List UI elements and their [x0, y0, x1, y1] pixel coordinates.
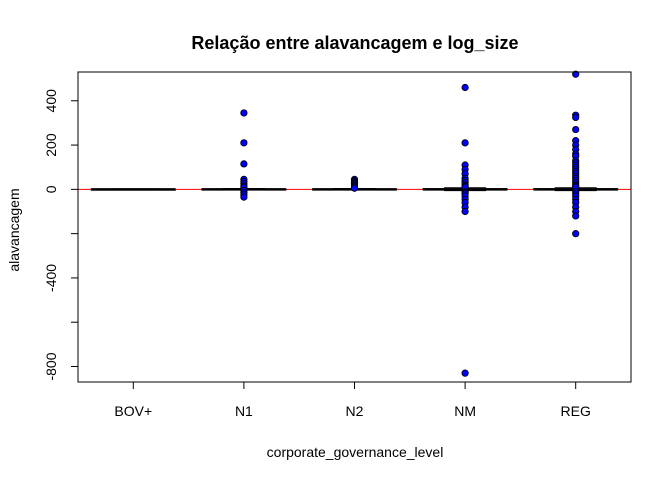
outlier-point: [240, 160, 248, 168]
outlier-point: [461, 369, 469, 377]
outliers-layer: [240, 70, 580, 377]
x-tick-label: N1: [235, 403, 253, 419]
y-tick-label: 200: [43, 133, 59, 157]
outlier-point: [572, 125, 580, 134]
outlier-point: [461, 207, 469, 216]
y-axis-label: alavancagem: [6, 188, 22, 271]
x-axis: BOV+ N1 N2 NM REG: [114, 381, 591, 419]
y-tick-label: -800: [43, 352, 59, 380]
x-axis-label: corporate_governance_level: [267, 444, 444, 460]
outlier-point: [572, 230, 580, 238]
outlier-point: [350, 184, 359, 192]
box-bov: [90, 188, 176, 191]
outlier-point: [572, 113, 580, 121]
outlier-point: [240, 193, 248, 201]
outlier-point: [240, 109, 248, 117]
x-tick-label: N2: [346, 403, 364, 419]
plot-frame: [77, 71, 632, 383]
y-tick-label: 400: [43, 89, 59, 113]
x-tick-label: NM: [454, 403, 476, 419]
chart-title: Relação entre alavancagem e log_size: [191, 33, 518, 53]
outlier-point: [572, 212, 580, 220]
outlier-point: [461, 139, 469, 147]
outlier-point: [572, 70, 580, 78]
y-tick-label: -400: [43, 264, 59, 292]
outlier-point: [461, 83, 469, 92]
x-tick-label: BOV+: [114, 403, 152, 419]
y-tick-label: 0: [43, 185, 59, 193]
outlier-point: [240, 139, 248, 147]
x-tick-label: REG: [561, 403, 591, 419]
y-axis: -800 -400 0 200 400: [43, 89, 79, 381]
